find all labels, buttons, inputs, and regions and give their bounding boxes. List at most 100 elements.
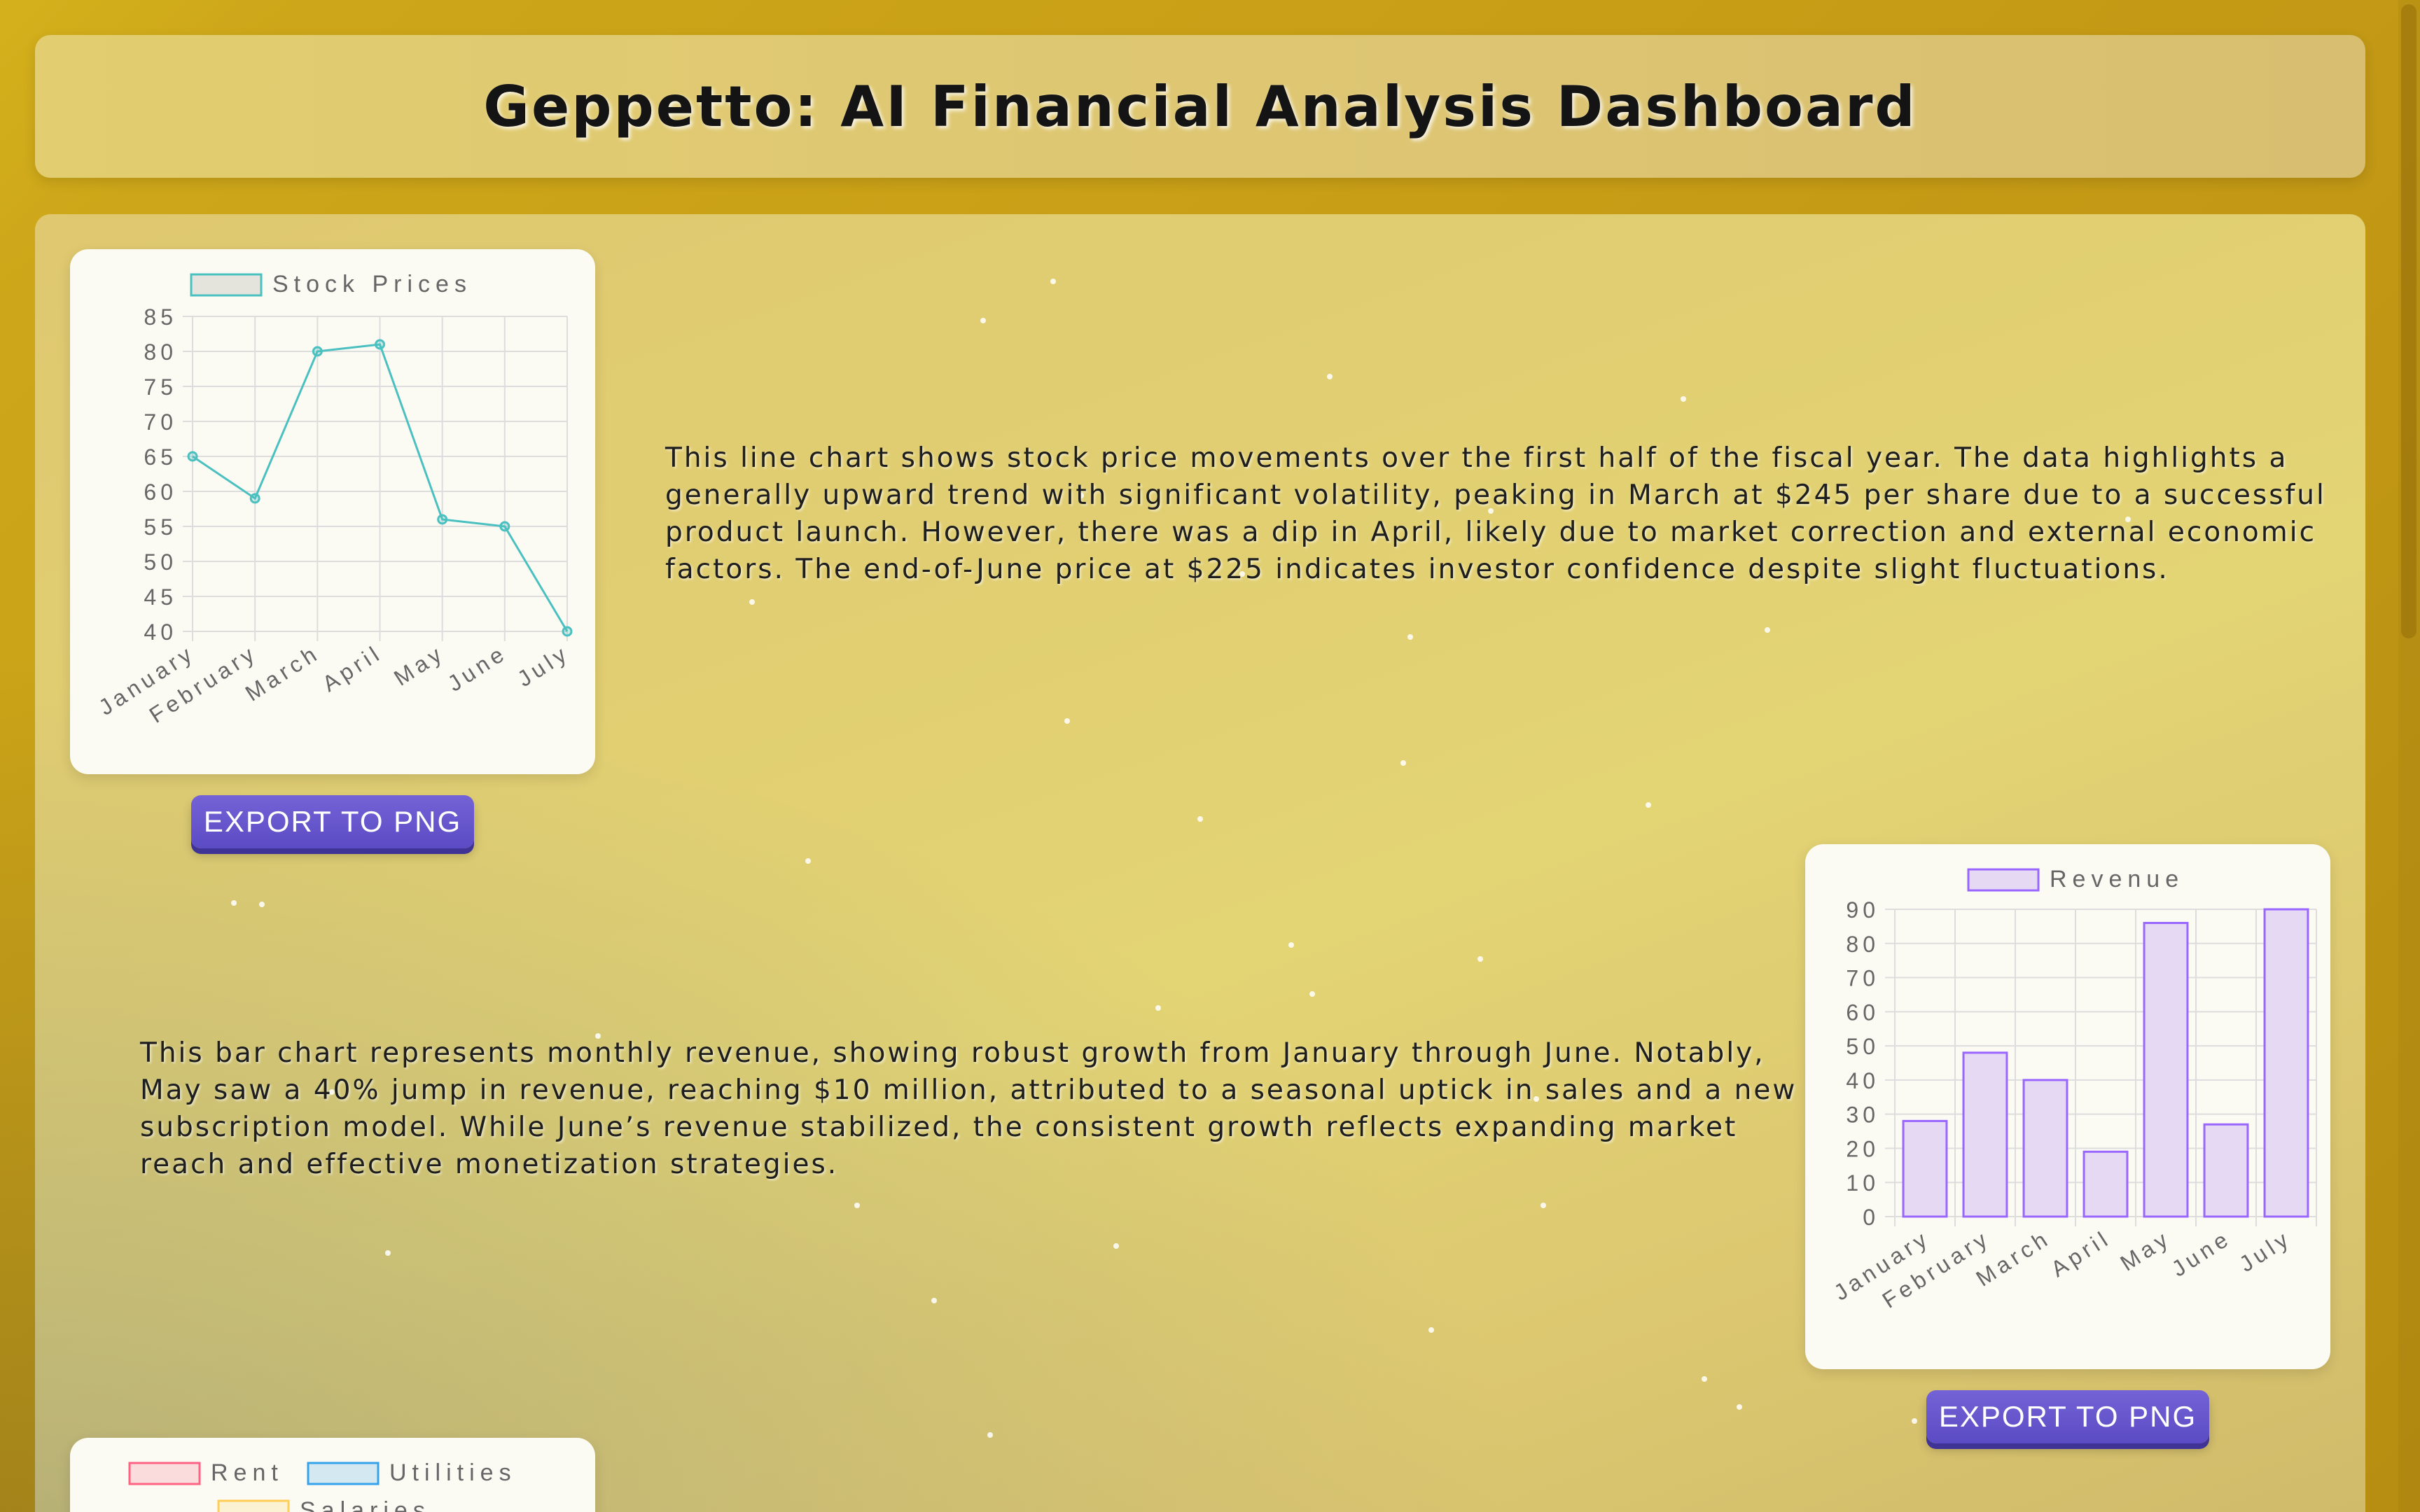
stock-price-line [192, 343, 569, 632]
y-tick-label: 55 [144, 514, 177, 540]
data-point [562, 626, 573, 637]
data-point [187, 451, 198, 462]
revenue-bar [2263, 908, 2309, 1218]
x-tick-label: April [318, 640, 387, 696]
star-dot [2125, 517, 2131, 522]
export-revenue-chart-button[interactable]: EXPORT TO PNG [1926, 1390, 2209, 1443]
data-point [375, 339, 385, 350]
y-tick-label: 85 [144, 304, 177, 330]
y-tick-label: 80 [1846, 932, 1879, 957]
stock-chart-card: Stock Prices 40 45 50 55 60 65 70 75 80 85 January F… [70, 249, 595, 774]
export-stock-chart-button[interactable]: EXPORT TO PNG [191, 795, 474, 848]
star-dot [931, 1298, 937, 1303]
star-dot [385, 1250, 391, 1256]
star-dot [1113, 1243, 1119, 1249]
y-tick-label: 80 [144, 340, 177, 365]
star-dot [595, 1033, 601, 1039]
legend-label: Stock Prices [272, 271, 472, 298]
y-tick-label: 60 [144, 479, 177, 505]
scrollbar[interactable] [2398, 0, 2420, 1512]
revenue-bar [2082, 1150, 2129, 1218]
star-dot [231, 900, 237, 906]
revenue-bar [2203, 1123, 2249, 1218]
stock-price-chart: Stock Prices40455055606570758085JanuaryF… [95, 271, 574, 728]
x-tick-label: April [2046, 1225, 2115, 1282]
x-tick-label: July [513, 640, 573, 692]
star-dot [1050, 279, 1056, 284]
y-tick-label: 75 [144, 374, 177, 400]
y-tick-label: 45 [144, 584, 177, 610]
y-tick-label: 65 [144, 444, 177, 470]
stock-chart-description: This line chart shows stock price moveme… [665, 442, 2326, 585]
scrollbar-thumb[interactable] [2401, 4, 2416, 638]
data-point [249, 493, 260, 504]
star-dot [1078, 493, 1084, 498]
revenue-bar [2022, 1079, 2068, 1218]
star-dot [329, 1089, 335, 1095]
y-tick-label: 50 [144, 550, 177, 575]
legend-label: Salaries [300, 1497, 431, 1512]
star-dot [1064, 718, 1070, 724]
main-panel: Stock Prices 40 45 50 55 60 65 70 75 80 85 January F… [35, 214, 2365, 1512]
y-tick-label: 90 [1846, 897, 1879, 923]
y-tick-label: 40 [1846, 1068, 1879, 1093]
legend-label: Revenue [2050, 866, 2184, 892]
legend-label: Utilities [389, 1460, 517, 1486]
y-tick-label: 60 [1846, 1000, 1879, 1025]
legend-label: Rent [211, 1460, 284, 1486]
header-bar: Geppetto: AI Financial Analysis Dashboar… [35, 35, 2365, 178]
star-dot [1407, 634, 1413, 640]
expense-chart: Rent Utilities Salaries [128, 1460, 517, 1512]
x-tick-label: May [389, 640, 449, 691]
y-tick-label: 40 [144, 620, 177, 645]
star-dot [1702, 1376, 1707, 1382]
data-point [437, 514, 448, 525]
y-tick-label: 20 [1846, 1136, 1879, 1161]
x-tick-label: June [443, 640, 512, 696]
y-tick-label: 0 [1863, 1205, 1879, 1230]
x-tick-label: May [2115, 1225, 2175, 1276]
star-dot [987, 1432, 993, 1438]
star-dot [1197, 816, 1203, 822]
legend-swatch [217, 1499, 290, 1512]
star-dot [1327, 374, 1333, 379]
y-tick-label: 50 [1846, 1034, 1879, 1059]
star-dot [1309, 991, 1315, 997]
page-title: Geppetto: AI Financial Analysis Dashboar… [483, 74, 1917, 139]
revenue-chart: Revenue0102030405060708090JanuaryFebruar… [1830, 866, 2317, 1313]
star-dot [1765, 627, 1770, 633]
revenue-chart-description: This bar chart represents monthly revenu… [140, 1037, 1797, 1180]
star-dot [1239, 571, 1245, 577]
expense-chart-card: Rent Utilities Salaries [70, 1438, 595, 1512]
star-dot [1155, 1005, 1161, 1011]
star-dot [1912, 1418, 1917, 1424]
revenue-bar [1902, 1119, 1948, 1218]
revenue-bar [2143, 922, 2189, 1218]
star-dot [1681, 396, 1686, 402]
star-dot [1400, 760, 1406, 766]
star-dot [1477, 956, 1483, 962]
star-dot [749, 599, 755, 605]
star-dot [1288, 942, 1294, 948]
legend-swatch [128, 1462, 201, 1485]
y-tick-label: 70 [144, 410, 177, 435]
data-point [499, 521, 510, 532]
y-tick-label: 30 [1846, 1102, 1879, 1128]
star-dot [1737, 1404, 1742, 1410]
y-tick-label: 10 [1846, 1170, 1879, 1196]
revenue-chart-card: Revenue 0 10 20 30 40 50 60 70 80 90 January Februar… [1805, 844, 2330, 1369]
data-point [312, 346, 323, 357]
legend-swatch [190, 273, 263, 297]
star-dot [854, 1203, 860, 1208]
x-tick-label: July [2234, 1225, 2295, 1277]
x-tick-label: June [2167, 1225, 2236, 1282]
star-dot [259, 902, 265, 907]
star-dot [1428, 1327, 1434, 1333]
legend-swatch [307, 1462, 380, 1485]
star-dot [1534, 1096, 1539, 1102]
legend-swatch [1967, 868, 2040, 892]
star-dot [1541, 1203, 1546, 1208]
revenue-bar [1962, 1051, 2008, 1218]
star-dot [1646, 802, 1651, 808]
star-dot [805, 858, 811, 864]
